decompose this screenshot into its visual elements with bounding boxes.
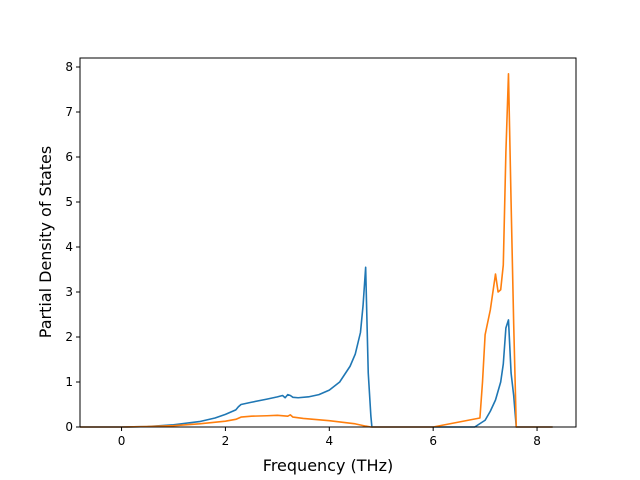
x-tick-label: 4 [325, 434, 333, 448]
x-tick-label: 0 [118, 434, 126, 448]
series-line-1 [80, 266, 553, 428]
x-axis-ticks: 0 2 4 6 8 [118, 427, 541, 448]
plot-frame [79, 57, 577, 428]
y-tick-label: 5 [65, 195, 73, 209]
y-tick-label: 6 [65, 150, 73, 164]
y-tick-label: 0 [65, 420, 73, 434]
y-tick-label: 3 [65, 285, 73, 299]
x-tick-label: 2 [222, 434, 230, 448]
series-line-2 [80, 72, 553, 428]
x-axis-label: Frequency (THz) [263, 456, 393, 475]
y-tick-label: 4 [65, 240, 73, 254]
y-tick-label: 8 [65, 60, 73, 74]
y-tick-label: 2 [65, 330, 73, 344]
y-axis-ticks: 0 1 2 3 4 5 6 7 8 [65, 60, 80, 434]
y-tick-label: 1 [65, 375, 73, 389]
y-tick-label: 7 [65, 105, 73, 119]
plot-lines [80, 72, 553, 428]
y-axis-label: Partial Density of States [36, 146, 55, 338]
x-tick-label: 8 [533, 434, 541, 448]
x-tick-label: 6 [429, 434, 437, 448]
